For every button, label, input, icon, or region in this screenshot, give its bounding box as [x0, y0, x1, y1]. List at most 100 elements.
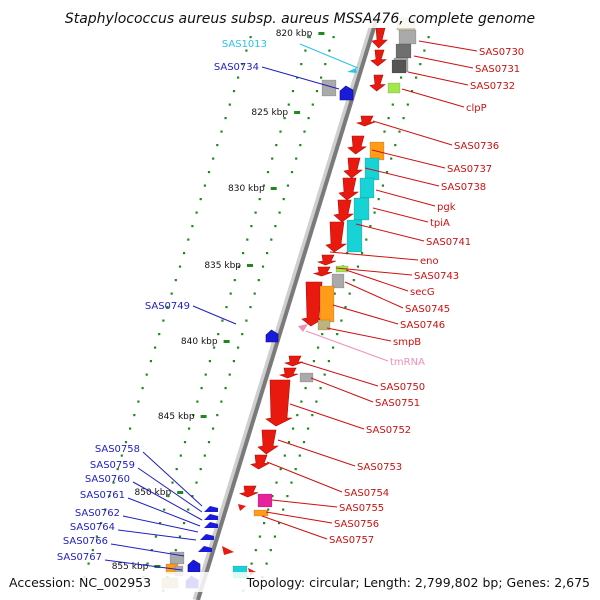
- gene-arrow: [278, 367, 299, 379]
- leader-line: [261, 515, 328, 540]
- tick-dot: [254, 549, 257, 552]
- tick-dot: [311, 414, 314, 417]
- gene-arrow: [347, 135, 367, 155]
- tick-dot: [324, 63, 327, 66]
- feature-label-smpb: smpB: [393, 337, 421, 348]
- feature-label-sas0757: SAS0757: [329, 535, 374, 546]
- tick-dot: [224, 387, 227, 390]
- feature-label-sas0752: SAS0752: [366, 425, 411, 436]
- tick-dot: [265, 562, 268, 565]
- tick-dot: [163, 508, 166, 511]
- tick-dot: [233, 279, 236, 282]
- feature-label-sas0741: SAS0741: [426, 237, 471, 248]
- tick-dot: [124, 441, 128, 444]
- tick-dot: [171, 481, 174, 484]
- tick-dot: [427, 36, 430, 39]
- tick-dot: [154, 535, 157, 538]
- tick-dot: [282, 508, 285, 511]
- tick-dot: [377, 198, 380, 201]
- tick-dot: [212, 157, 215, 160]
- gene-arrow: [204, 506, 218, 512]
- tick-dot: [294, 468, 297, 471]
- feature-label-tmrna: tmRNA: [390, 357, 425, 368]
- gene-arrow: [222, 546, 234, 555]
- backbone-line: [196, 17, 379, 600]
- tick-dot: [391, 103, 394, 106]
- tick-dot: [262, 184, 265, 187]
- misc-feature-arrow: [347, 68, 357, 73]
- tick-dot: [174, 279, 177, 282]
- tick-dot: [290, 481, 293, 484]
- tick-dot: [225, 306, 228, 309]
- gene-arrow: [316, 254, 337, 266]
- tick-dot: [287, 441, 291, 444]
- tick-dot: [328, 49, 331, 52]
- tick-dot: [204, 373, 207, 376]
- feature-label-clpp: clpP: [466, 103, 487, 114]
- tick-dot: [129, 427, 132, 430]
- gene-arrow: [371, 27, 388, 49]
- tick-dot: [199, 468, 202, 471]
- tick-dot: [203, 184, 206, 187]
- feature-block: [253, 509, 269, 517]
- gene-arrow: [257, 429, 279, 455]
- kbp-tick: [200, 415, 207, 418]
- gene-arrow: [325, 221, 347, 253]
- tick-dot: [150, 549, 153, 552]
- leader-line: [332, 304, 399, 325]
- tick-dot: [286, 184, 289, 187]
- gene-arrow: [204, 514, 218, 520]
- feature-block: [331, 273, 345, 289]
- tick-dot: [291, 90, 295, 93]
- feature-label-sas0746: SAS0746: [400, 320, 445, 331]
- tick-dot: [217, 333, 220, 336]
- tick-dot: [273, 535, 276, 538]
- tick-dot: [304, 387, 307, 390]
- tick-dot: [199, 198, 202, 201]
- gene-arrow: [239, 485, 259, 498]
- tick-dot: [175, 468, 178, 471]
- feature-block: [391, 59, 407, 74]
- feature-label-secg: secG: [410, 287, 435, 298]
- leader-line: [289, 403, 365, 430]
- tick-dot: [304, 49, 307, 52]
- gene-arrow: [187, 559, 201, 573]
- tick-dot: [361, 252, 364, 255]
- tick-dot: [242, 252, 245, 255]
- tick-dot: [385, 171, 389, 174]
- kbp-label: 820 kbp: [276, 29, 313, 39]
- tick-dot: [108, 495, 111, 498]
- tick-dot: [286, 495, 289, 498]
- tick-dot: [263, 522, 266, 525]
- leader-line: [192, 305, 237, 325]
- tick-dot: [333, 292, 336, 295]
- leader-line: [104, 559, 183, 571]
- tick-dot: [332, 346, 335, 349]
- tick-dot: [167, 495, 170, 498]
- tick-dot: [282, 198, 285, 201]
- feature-label-sas0732: SAS0732: [470, 81, 515, 92]
- tick-dot: [415, 76, 418, 79]
- tick-dot: [275, 481, 278, 484]
- tick-dot: [283, 117, 286, 120]
- tick-dot: [302, 441, 306, 444]
- tick-dot: [195, 481, 198, 484]
- tick-dot: [241, 63, 244, 66]
- tick-dot: [344, 306, 347, 309]
- gene-arrow: [370, 49, 387, 67]
- tick-dot: [87, 562, 90, 565]
- tick-dot: [100, 522, 103, 525]
- tick-dot: [187, 508, 190, 511]
- tick-dot: [387, 117, 390, 120]
- feature-label-sas0753: SAS0753: [357, 462, 402, 473]
- feature-label-sas0761: SAS0761: [80, 490, 125, 501]
- tick-dot: [246, 238, 249, 241]
- tick-dot: [216, 414, 219, 417]
- tick-dot: [308, 36, 311, 39]
- gene-arrow: [200, 534, 214, 540]
- feature-label-sas0743: SAS0743: [414, 271, 459, 282]
- feature-label-sas0762: SAS0762: [75, 508, 120, 519]
- tick-dot: [183, 441, 187, 444]
- leader-line: [132, 481, 203, 521]
